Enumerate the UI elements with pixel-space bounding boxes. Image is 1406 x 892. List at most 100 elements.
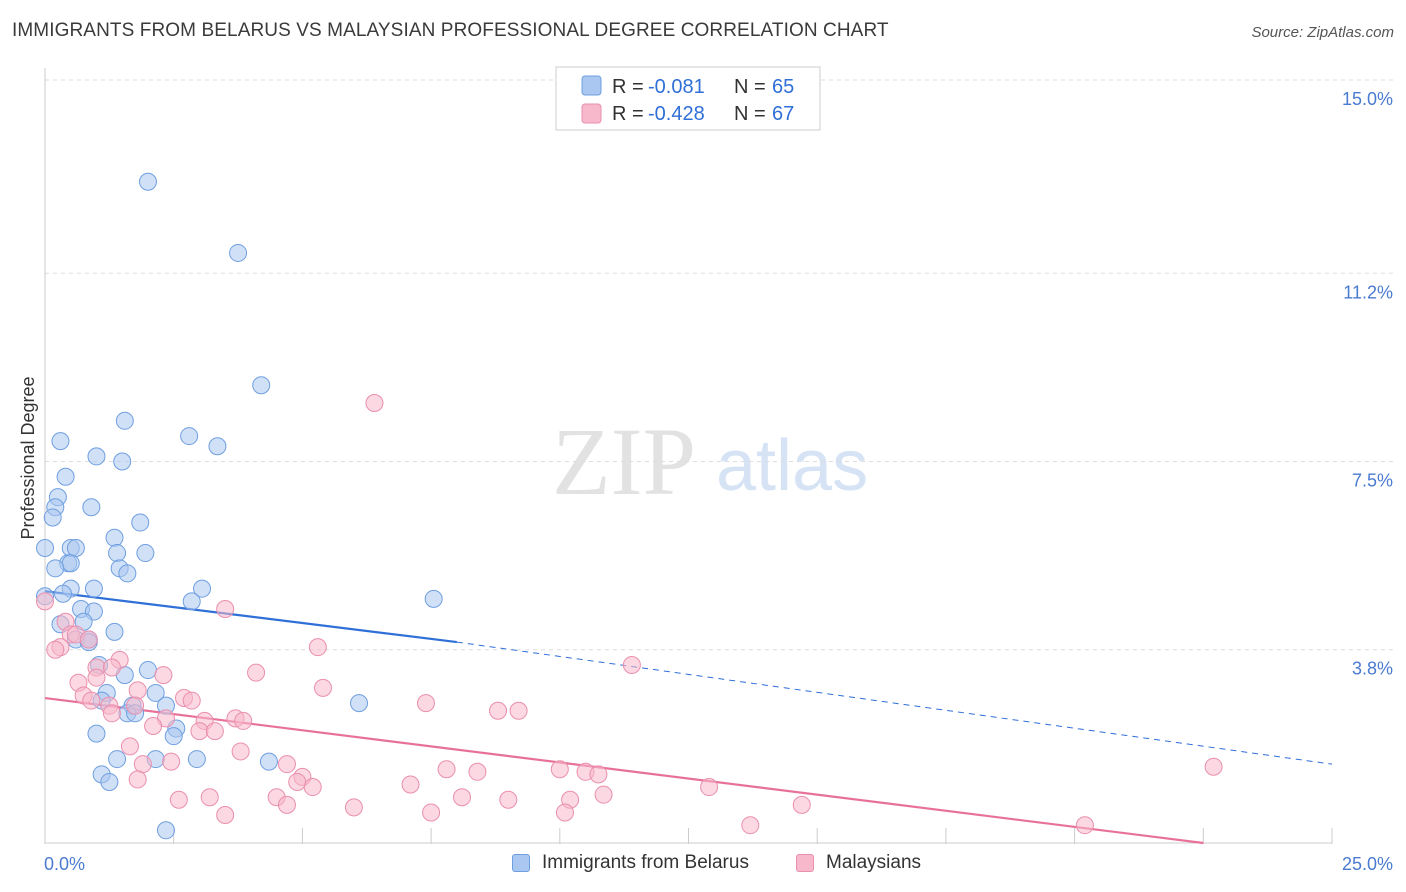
point-malaysians (277, 755, 296, 774)
point-malaysians (792, 795, 811, 814)
legend-r-label-1: R = (612, 76, 644, 98)
point-malaysians (555, 803, 574, 822)
point-belarus (100, 772, 119, 791)
x-tick-label: 0.0% (44, 854, 85, 874)
point-belarus (43, 508, 62, 527)
trend-line-belarus (44, 590, 457, 644)
watermark-atlas: atlas (716, 426, 868, 506)
point-malaysians (422, 803, 441, 822)
point-malaysians (1204, 757, 1223, 776)
chart-title: IMMIGRANTS FROM BELARUS VS MALAYSIAN PRO… (12, 20, 889, 41)
point-malaysians (182, 691, 201, 710)
point-malaysians (126, 696, 145, 715)
point-belarus (84, 579, 103, 598)
point-malaysians (36, 592, 54, 611)
point-malaysians (700, 778, 719, 797)
point-malaysians (468, 762, 487, 781)
legend-swatch-belarus-bottom (512, 854, 530, 872)
point-malaysians (499, 790, 518, 809)
point-belarus (113, 452, 132, 471)
point-malaysians (489, 701, 508, 720)
legend-item-malaysians: Malaysians (796, 852, 921, 874)
point-malaysians (102, 704, 121, 723)
point-belarus (193, 579, 212, 598)
point-malaysians (589, 765, 608, 784)
point-belarus (82, 498, 101, 517)
legend-n-label-1: N = (734, 76, 766, 98)
point-belarus (87, 724, 106, 743)
point-belarus (46, 559, 65, 578)
point-malaysians (190, 722, 209, 741)
legend-n-value-1: 65 (772, 76, 794, 98)
point-belarus (105, 622, 124, 641)
point-malaysians (128, 681, 147, 700)
point-malaysians (452, 788, 471, 807)
point-belarus (229, 243, 248, 262)
point-malaysians (437, 760, 456, 779)
point-malaysians (401, 775, 420, 794)
y-tick-label: 11.2% (1343, 282, 1393, 302)
legend-n-value-2: 67 (772, 103, 794, 125)
point-belarus (51, 432, 70, 451)
point-malaysians (365, 394, 384, 413)
data-points (36, 172, 1223, 840)
point-malaysians (133, 755, 152, 774)
point-malaysians (82, 691, 101, 710)
point-belarus (136, 544, 155, 563)
legend-label-malaysians: Malaysians (826, 852, 922, 873)
point-malaysians (154, 666, 173, 685)
point-malaysians (216, 600, 235, 619)
point-malaysians (46, 640, 65, 659)
point-belarus (138, 172, 157, 191)
point-malaysians (87, 668, 106, 687)
point-malaysians (102, 658, 121, 677)
bottom-legend: Immigrants from Belarus Malaysians (0, 852, 1406, 878)
y-axis-label: Professional Degree (18, 376, 38, 539)
legend-swatch-belarus (581, 75, 602, 96)
point-malaysians (313, 678, 332, 697)
point-malaysians (594, 785, 613, 804)
point-belarus (36, 538, 54, 557)
source-attribution: Source: ZipAtlas.com (1251, 24, 1394, 41)
x-tick-label: 25.0% (1342, 854, 1393, 874)
point-malaysians (247, 663, 266, 682)
point-malaysians (144, 717, 163, 736)
point-malaysians (1075, 816, 1094, 835)
legend-r-value-1: -0.081 (648, 76, 705, 98)
point-malaysians (169, 790, 188, 809)
trend-line-belarus-extension (456, 641, 1333, 765)
point-malaysians (162, 752, 181, 771)
point-malaysians (509, 701, 528, 720)
legend-label-belarus: Immigrants from Belarus (542, 852, 749, 873)
point-belarus (350, 694, 369, 713)
point-belarus (115, 411, 134, 430)
point-malaysians (216, 806, 235, 825)
axes (44, 68, 1333, 844)
legend-n-label-2: N = (734, 103, 766, 125)
point-malaysians (205, 722, 224, 741)
point-malaysians (231, 742, 250, 761)
point-malaysians (344, 798, 363, 817)
point-malaysians (622, 655, 641, 674)
point-malaysians (120, 737, 139, 756)
point-malaysians (416, 694, 435, 713)
point-malaysians (128, 770, 147, 789)
point-belarus (61, 554, 80, 573)
point-malaysians (200, 788, 219, 807)
point-belarus (208, 437, 227, 456)
point-malaysians (79, 630, 98, 649)
point-belarus (259, 752, 278, 771)
legend-swatch-malaysians-bottom (796, 854, 814, 872)
point-belarus (424, 589, 443, 608)
x-tick-labels: 0.0% 25.0% (44, 854, 1393, 874)
point-belarus (118, 564, 137, 583)
point-belarus (131, 513, 150, 532)
y-tick-label: 15.0% (1342, 89, 1393, 109)
point-belarus (164, 727, 183, 746)
point-belarus (187, 750, 206, 769)
legend-swatch-malaysians (581, 103, 602, 124)
point-belarus (252, 376, 271, 395)
point-belarus (56, 467, 75, 486)
point-malaysians (308, 638, 327, 657)
point-belarus (108, 750, 127, 769)
